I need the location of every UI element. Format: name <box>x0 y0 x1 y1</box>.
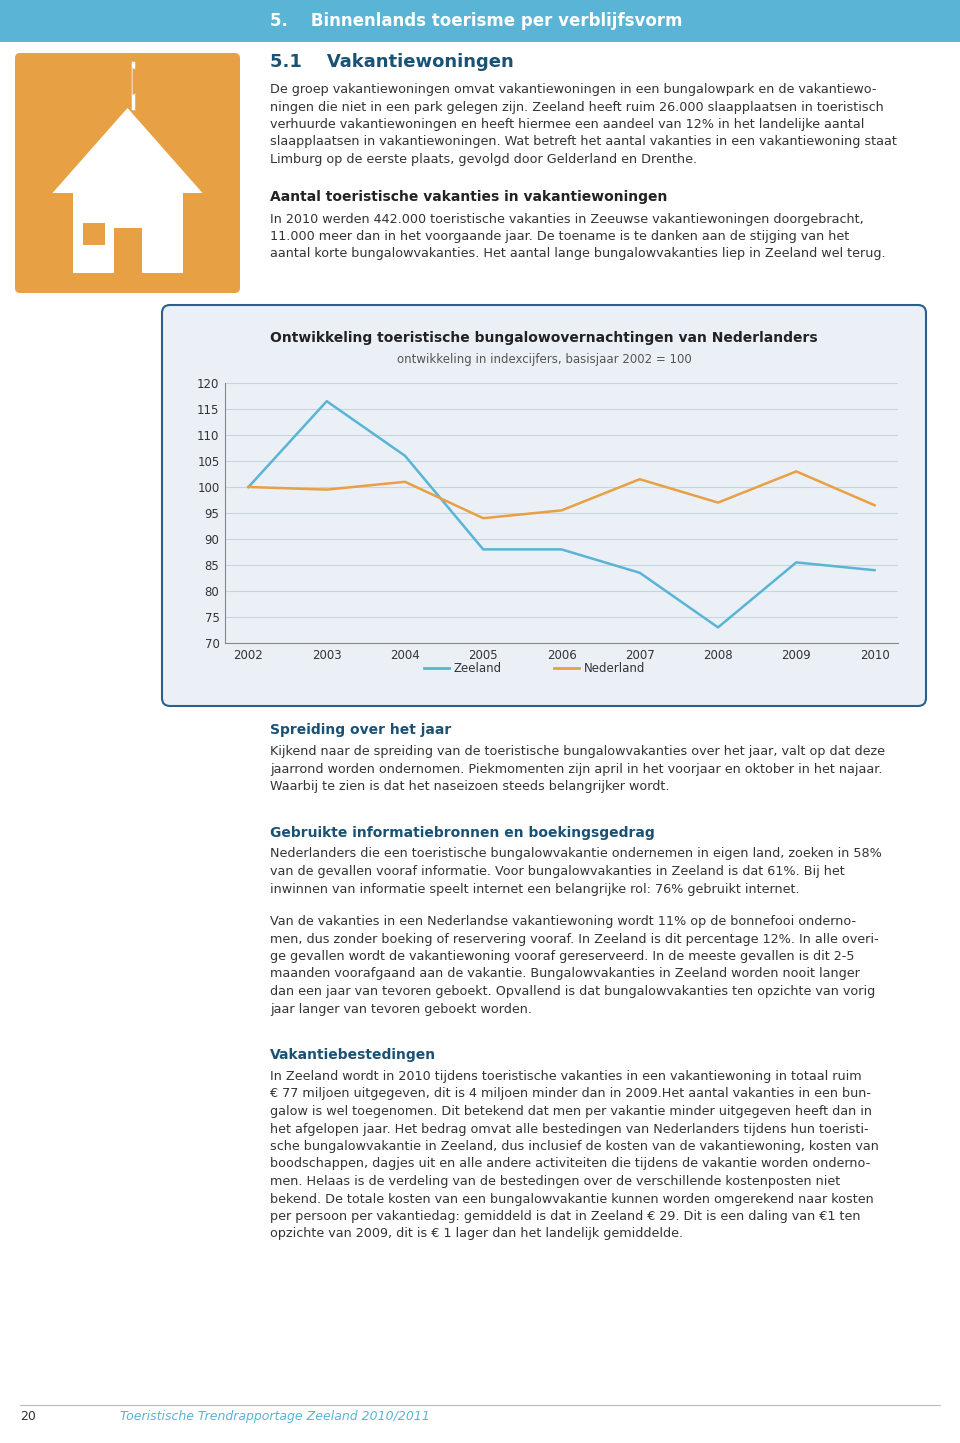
Text: Aantal toeristische vakanties in vakantiewoningen: Aantal toeristische vakanties in vakanti… <box>270 190 667 205</box>
Text: sche bungalowvakantie in Zeeland, dus inclusief de kosten van de vakantiewoning,: sche bungalowvakantie in Zeeland, dus in… <box>270 1140 878 1153</box>
Text: Vakantiebestedingen: Vakantiebestedingen <box>270 1048 436 1062</box>
Text: verhuurde vakantiewoningen en heeft hiermee een aandeel van 12% in het landelijk: verhuurde vakantiewoningen en heeft hier… <box>270 118 864 131</box>
Text: dan een jaar van tevoren geboekt. Opvallend is dat bungalowvakanties ten opzicht: dan een jaar van tevoren geboekt. Opvall… <box>270 986 876 999</box>
Text: maanden voorafgaand aan de vakantie. Bungalowvakanties in Zeeland worden nooit l: maanden voorafgaand aan de vakantie. Bun… <box>270 967 860 980</box>
Text: De groep vakantiewoningen omvat vakantiewoningen in een bungalowpark en de vakan: De groep vakantiewoningen omvat vakantie… <box>270 84 876 97</box>
Text: 5.1    Vakantiewoningen: 5.1 Vakantiewoningen <box>270 53 514 71</box>
Text: In Zeeland wordt in 2010 tijdens toeristische vakanties in een vakantiewoning in: In Zeeland wordt in 2010 tijdens toerist… <box>270 1071 862 1084</box>
Text: Ontwikkeling toeristische bungalowovernachtingen van Nederlanders: Ontwikkeling toeristische bungalowoverna… <box>270 330 818 345</box>
Polygon shape <box>53 108 203 193</box>
Text: boodschappen, dagjes uit en alle andere activiteiten die tijdens de vakantie wor: boodschappen, dagjes uit en alle andere … <box>270 1157 871 1170</box>
Text: men. Helaas is de verdeling van de bestedingen over de verschillende kostenposte: men. Helaas is de verdeling van de beste… <box>270 1175 840 1188</box>
Text: € 77 miljoen uitgegeven, dit is 4 miljoen minder dan in 2009.Het aantal vakantie: € 77 miljoen uitgegeven, dit is 4 miljoe… <box>270 1088 871 1101</box>
Text: Spreiding over het jaar: Spreiding over het jaar <box>270 723 451 737</box>
Text: Gebruikte informatiebronnen en boekingsgedrag: Gebruikte informatiebronnen en boekingsg… <box>270 825 655 840</box>
Text: 5.    Binnenlands toerisme per verblijfsvorm: 5. Binnenlands toerisme per verblijfsvor… <box>270 12 683 30</box>
Text: inwinnen van informatie speelt internet een belangrijke rol: 76% gebruikt intern: inwinnen van informatie speelt internet … <box>270 883 800 896</box>
Text: ge gevallen wordt de vakantiewoning vooraf gereserveerd. In de meeste gevallen i: ge gevallen wordt de vakantiewoning voor… <box>270 949 854 962</box>
FancyBboxPatch shape <box>0 0 960 42</box>
Text: In 2010 werden 442.000 toeristische vakanties in Zeeuwse vakantiewoningen doorge: In 2010 werden 442.000 toeristische vaka… <box>270 212 864 225</box>
Polygon shape <box>132 68 160 95</box>
Text: jaarrond worden ondernomen. Piekmomenten zijn april in het voorjaar en oktober i: jaarrond worden ondernomen. Piekmomenten… <box>270 762 882 775</box>
Text: aantal korte bungalowvakanties. Het aantal lange bungalowvakanties liep in Zeela: aantal korte bungalowvakanties. Het aant… <box>270 248 886 261</box>
Text: opzichte van 2009, dit is € 1 lager dan het landelijk gemiddelde.: opzichte van 2009, dit is € 1 lager dan … <box>270 1228 684 1241</box>
FancyBboxPatch shape <box>73 193 182 273</box>
Text: bekend. De totale kosten van een bungalowvakantie kunnen worden omgerekend naar : bekend. De totale kosten van een bungalo… <box>270 1192 874 1205</box>
Text: slaapplaatsen in vakantiewoningen. Wat betreft het aantal vakanties in een vakan: slaapplaatsen in vakantiewoningen. Wat b… <box>270 136 897 149</box>
FancyBboxPatch shape <box>113 228 141 273</box>
Text: Waarbij te zien is dat het naseizoen steeds belangrijker wordt.: Waarbij te zien is dat het naseizoen ste… <box>270 781 669 794</box>
FancyBboxPatch shape <box>162 304 926 706</box>
FancyBboxPatch shape <box>15 53 240 293</box>
Text: per persoon per vakantiedag: gemiddeld is dat in Zeeland € 29. Dit is een daling: per persoon per vakantiedag: gemiddeld i… <box>270 1211 860 1224</box>
Text: Limburg op de eerste plaats, gevolgd door Gelderland en Drenthe.: Limburg op de eerste plaats, gevolgd doo… <box>270 153 697 166</box>
Text: 20: 20 <box>20 1410 36 1423</box>
Text: Van de vakanties in een Nederlandse vakantiewoning wordt 11% op de bonnefooi ond: Van de vakanties in een Nederlandse vaka… <box>270 915 856 928</box>
FancyBboxPatch shape <box>83 224 105 245</box>
Text: Toeristische Trendrapportage Zeeland 2010/2011: Toeristische Trendrapportage Zeeland 201… <box>120 1410 430 1423</box>
Text: Zeeland: Zeeland <box>454 661 502 674</box>
Text: galow is wel toegenomen. Dit betekend dat men per vakantie minder uitgegeven hee: galow is wel toegenomen. Dit betekend da… <box>270 1105 872 1118</box>
Text: Kijkend naar de spreiding van de toeristische bungalowvakanties over het jaar, v: Kijkend naar de spreiding van de toerist… <box>270 745 885 758</box>
Text: ningen die niet in een park gelegen zijn. Zeeland heeft ruim 26.000 slaapplaatse: ningen die niet in een park gelegen zijn… <box>270 101 884 114</box>
Text: ontwikkeling in indexcijfers, basisjaar 2002 = 100: ontwikkeling in indexcijfers, basisjaar … <box>396 354 691 367</box>
Text: men, dus zonder boeking of reservering vooraf. In Zeeland is dit percentage 12%.: men, dus zonder boeking of reservering v… <box>270 932 878 945</box>
Text: van de gevallen vooraf informatie. Voor bungalowvakanties in Zeeland is dat 61%.: van de gevallen vooraf informatie. Voor … <box>270 864 845 877</box>
Text: Nederland: Nederland <box>584 661 645 674</box>
Text: jaar langer van tevoren geboekt worden.: jaar langer van tevoren geboekt worden. <box>270 1003 532 1016</box>
Text: Nederlanders die een toeristische bungalowvakantie ondernemen in eigen land, zoe: Nederlanders die een toeristische bungal… <box>270 847 882 860</box>
Text: het afgelopen jaar. Het bedrag omvat alle bestedingen van Nederlanders tijdens h: het afgelopen jaar. Het bedrag omvat all… <box>270 1123 869 1136</box>
Text: 11.000 meer dan in het voorgaande jaar. De toename is te danken aan de stijging : 11.000 meer dan in het voorgaande jaar. … <box>270 229 850 242</box>
